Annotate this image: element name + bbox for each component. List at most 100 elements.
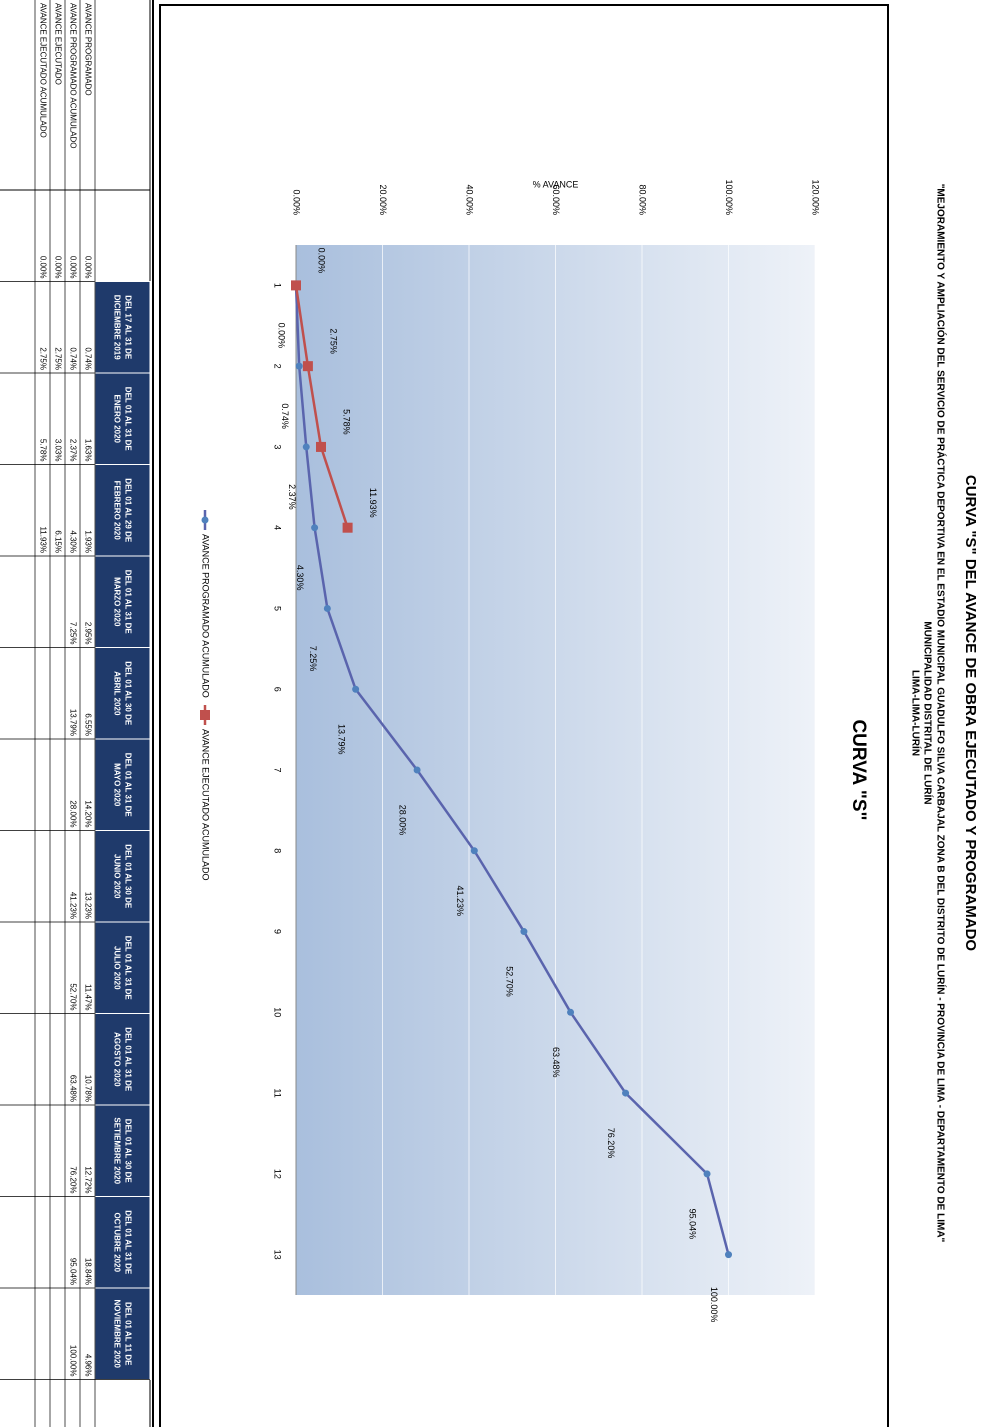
table-header: DEL 01 AL 30 DESETIEMBRE 2020 [112, 1117, 132, 1184]
location: LIMA-LIMA-LURÍN [909, 670, 922, 756]
table-cell: 4.30% [68, 530, 77, 553]
table-cell: 5.78% [38, 439, 47, 462]
data-label: 0.00% [277, 323, 287, 349]
x-tick-label: 2 [273, 364, 283, 369]
data-label: 28.00% [398, 805, 408, 836]
point [567, 1008, 575, 1016]
data-label: 95.04% [688, 1209, 698, 1240]
point [323, 604, 331, 612]
table-cell: 0.00% [38, 256, 47, 279]
y-tick-label: 60.00% [551, 184, 561, 215]
table-cell: 3.03% [53, 439, 62, 462]
point [315, 441, 326, 452]
page-title: CURVA "S" DEL AVANCE DE OBRA EJECUTADO Y… [962, 475, 979, 952]
legend-label: AVANCE PROGRAMADO ACUMULADO [201, 534, 211, 698]
table-header: DEL 01 AL 31 DEOCTUBRE 2020 [112, 1210, 132, 1275]
y-tick-label: 20.00% [378, 184, 388, 215]
point [291, 280, 301, 291]
y-axis-title: % AVANCE [533, 179, 579, 189]
table-cell: 2.95% [83, 622, 92, 645]
table-row-label: AVANCE EJECUTADO [53, 3, 62, 85]
data-label: 0.00% [317, 248, 327, 274]
point [703, 1170, 711, 1178]
table-cell: 0.00% [68, 256, 77, 279]
x-tick-label: 6 [273, 687, 283, 692]
table-cell: 12.72% [83, 1166, 92, 1193]
data-label: 4.30% [295, 565, 305, 591]
data-label: 63.48% [551, 1047, 561, 1078]
table-cell: 1.63% [83, 439, 92, 462]
x-tick-label: 12 [273, 1169, 283, 1179]
y-tick-label: 0.00% [292, 189, 302, 215]
point [622, 1089, 630, 1097]
table-header: DEL 01 AL 31 DEAGOSTO 2020 [112, 1027, 132, 1092]
x-tick-label: 10 [273, 1007, 283, 1017]
project-name: "MEJORAMIENTO Y AMPLIACIÓN DEL SERVICIO … [934, 184, 947, 1243]
point [725, 1251, 732, 1259]
chart-title: CURVA "S" [848, 719, 869, 820]
table-cell: 63.48% [68, 1075, 77, 1102]
table-cell: 6.15% [53, 530, 62, 553]
table-cell: 2.75% [38, 347, 47, 370]
point [295, 362, 303, 370]
table-cell: 0.00% [53, 256, 62, 279]
x-tick-label: 5 [273, 606, 283, 611]
point [470, 847, 478, 855]
table-header: DEL 01 AL 31 DEMAYO 2020 [112, 753, 132, 818]
point [302, 361, 313, 372]
y-tick-label: 100.00% [724, 179, 734, 215]
table-cell: 11.47% [83, 984, 92, 1011]
data-label: 11.93% [368, 488, 378, 518]
x-tick-label: 11 [273, 1088, 283, 1097]
table-cell: 2.37% [68, 439, 77, 462]
y-tick-label: 80.00% [638, 184, 648, 215]
table-cell: 95.04% [68, 1258, 77, 1285]
x-tick-label: 1 [273, 283, 283, 288]
table-cell: 4.96% [83, 1354, 92, 1377]
table-cell: 18.84% [83, 1258, 92, 1285]
table-cell: 100.00% [68, 1345, 77, 1377]
table-cell: 0.00% [83, 256, 92, 279]
legend-marker [200, 710, 210, 720]
table-header: DEL 17 AL 31 DEDICIEMBRE 2019 [112, 295, 132, 360]
table-cell: 1.93% [83, 530, 92, 553]
data-label: 13.79% [336, 724, 346, 755]
table-header: DEL 01 AL 11 DENOVIEMBRE 2020 [112, 1300, 132, 1369]
table-cell: 13.23% [83, 892, 92, 919]
point [352, 685, 360, 693]
chart-frame [159, 4, 889, 1427]
data-label: 2.37% [287, 484, 297, 510]
x-tick-label: 13 [273, 1250, 283, 1260]
point [311, 524, 319, 532]
x-tick-label: 4 [273, 525, 283, 530]
table-header: DEL 01 AL 31 DEMARZO 2020 [112, 570, 132, 635]
table-cell: 2.75% [53, 347, 62, 370]
y-tick-label: 40.00% [465, 184, 475, 215]
table-cell: 0.74% [68, 347, 77, 370]
table-cell: 7.25% [68, 622, 77, 645]
table-cell: 14.20% [83, 800, 92, 827]
legend-marker [201, 516, 209, 524]
data-label: 76.20% [606, 1128, 616, 1159]
data-label: 7.25% [308, 646, 318, 672]
data-label: 41.23% [455, 886, 465, 917]
point [520, 928, 528, 936]
entity: MUNICIPALIDAD DISTRITAL DE LURÍN [921, 621, 934, 804]
table-row-label: AVANCE PROGRAMADO ACUMULADO [68, 3, 77, 149]
table-cell: 28.00% [68, 800, 77, 827]
point [342, 522, 353, 533]
x-tick-label: 7 [273, 767, 283, 772]
data-label: 52.70% [505, 966, 515, 997]
x-tick-label: 3 [273, 444, 283, 449]
table-cell: 76.20% [68, 1166, 77, 1193]
data-label: 0.74% [280, 403, 290, 429]
table-header: DEL 01 AL 31 DEJULIO 2020 [112, 936, 132, 1001]
data-label: 2.75% [329, 328, 339, 354]
point [302, 443, 310, 451]
legend-label: AVANCE EJECUTADO ACUMULADO [201, 729, 211, 881]
series-line [294, 285, 349, 529]
y-tick-label: 120.00% [811, 179, 821, 215]
table-header: DEL 01 AL 31 DEENERO 2020 [112, 387, 132, 452]
